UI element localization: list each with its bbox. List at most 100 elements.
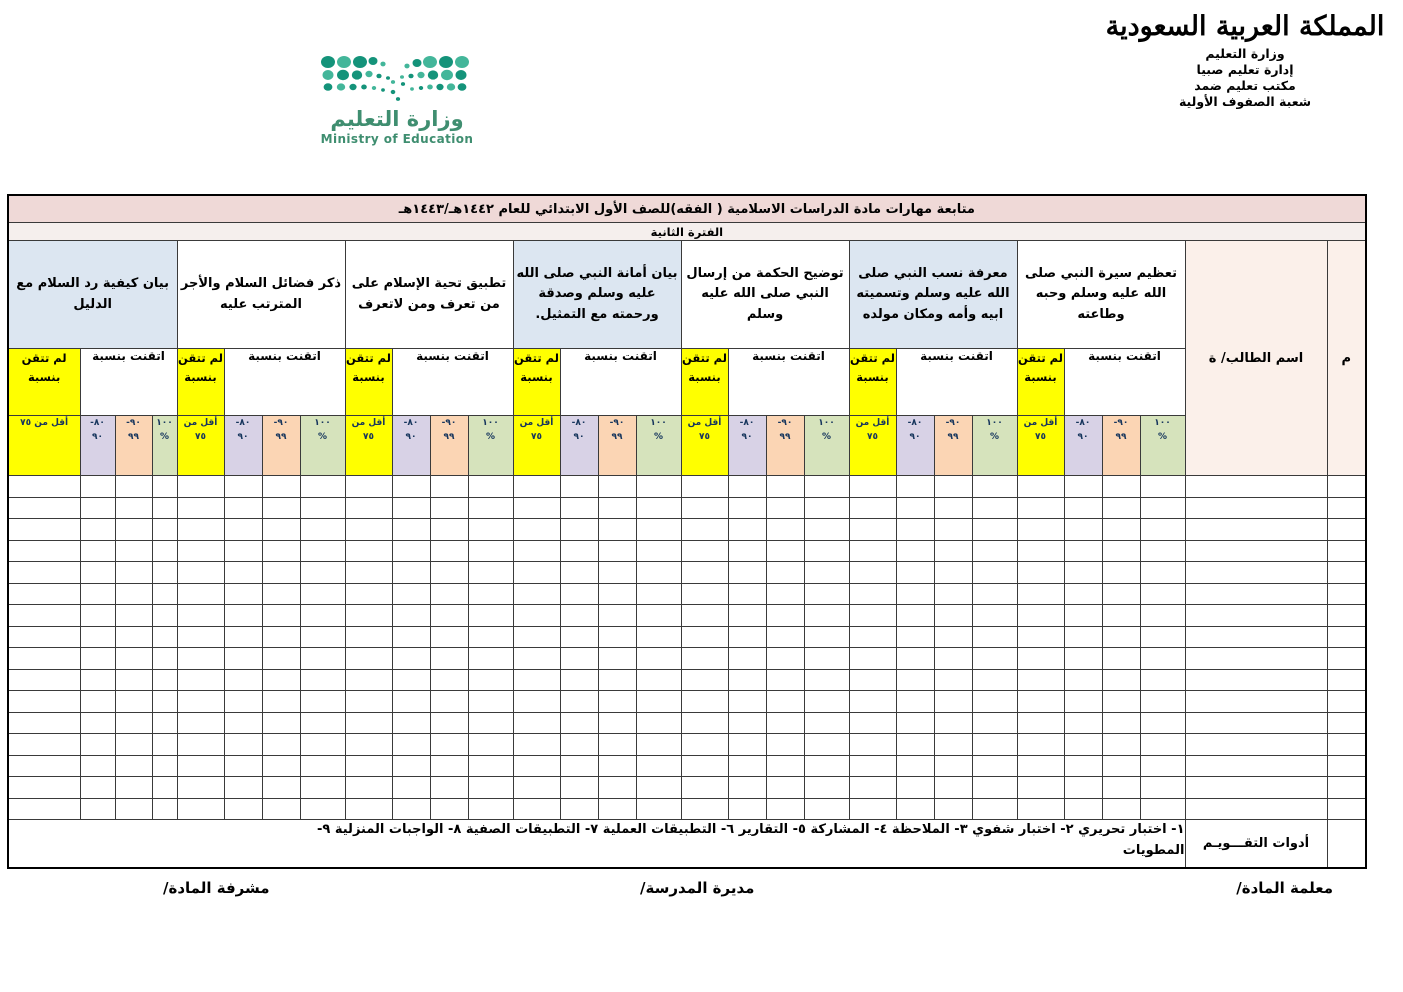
grid-cell[interactable]	[971, 647, 1018, 670]
grid-cell[interactable]	[114, 733, 153, 756]
grid-cell[interactable]	[176, 668, 225, 691]
grid-cell[interactable]	[1139, 711, 1186, 734]
grid-cell[interactable]	[391, 733, 431, 756]
grid-cell[interactable]	[971, 561, 1018, 584]
grid-cell[interactable]	[299, 733, 346, 756]
grid-cell[interactable]	[223, 496, 263, 519]
grid-cell[interactable]	[1016, 797, 1065, 820]
grid-cell[interactable]	[597, 668, 637, 691]
grid-cell[interactable]	[151, 711, 178, 734]
grid-cell[interactable]	[727, 604, 767, 627]
grid-cell[interactable]	[429, 518, 469, 541]
grid-cell[interactable]	[429, 754, 469, 777]
grid-cell[interactable]	[299, 475, 346, 498]
grid-cell[interactable]	[79, 496, 116, 519]
grid-cell[interactable]	[895, 496, 935, 519]
grid-cell[interactable]	[79, 518, 116, 541]
grid-cell[interactable]	[559, 754, 599, 777]
student-name-cell[interactable]	[1184, 711, 1328, 734]
grid-cell[interactable]	[223, 625, 263, 648]
grid-cell[interactable]	[933, 797, 973, 820]
grid-cell[interactable]	[1016, 496, 1065, 519]
grid-cell[interactable]	[765, 776, 805, 799]
grid-cell[interactable]	[1016, 539, 1065, 562]
grid-cell[interactable]	[1101, 754, 1141, 777]
grid-cell[interactable]	[299, 754, 346, 777]
grid-cell[interactable]	[114, 754, 153, 777]
grid-cell[interactable]	[848, 711, 897, 734]
grid-cell[interactable]	[261, 754, 301, 777]
grid-cell[interactable]	[803, 797, 850, 820]
grid-cell[interactable]	[114, 797, 153, 820]
serial-cell[interactable]	[1326, 518, 1367, 541]
grid-cell[interactable]	[261, 733, 301, 756]
grid-cell[interactable]	[299, 582, 346, 605]
grid-cell[interactable]	[467, 754, 514, 777]
grid-cell[interactable]	[114, 711, 153, 734]
grid-cell[interactable]	[114, 561, 153, 584]
grid-cell[interactable]	[680, 690, 729, 713]
grid-cell[interactable]	[1016, 625, 1065, 648]
student-name-cell[interactable]	[1184, 647, 1328, 670]
grid-cell[interactable]	[223, 754, 263, 777]
grid-cell[interactable]	[680, 539, 729, 562]
grid-cell[interactable]	[933, 561, 973, 584]
grid-cell[interactable]	[261, 561, 301, 584]
grid-cell[interactable]	[895, 647, 935, 670]
grid-cell[interactable]	[635, 797, 682, 820]
grid-cell[interactable]	[895, 711, 935, 734]
student-name-cell[interactable]	[1184, 625, 1328, 648]
grid-cell[interactable]	[1101, 582, 1141, 605]
grid-cell[interactable]	[803, 711, 850, 734]
grid-cell[interactable]	[727, 625, 767, 648]
grid-cell[interactable]	[1139, 582, 1186, 605]
grid-cell[interactable]	[765, 690, 805, 713]
grid-cell[interactable]	[971, 625, 1018, 648]
grid-cell[interactable]	[151, 733, 178, 756]
grid-cell[interactable]	[933, 647, 973, 670]
grid-cell[interactable]	[299, 625, 346, 648]
grid-cell[interactable]	[971, 582, 1018, 605]
grid-cell[interactable]	[79, 582, 116, 605]
grid-cell[interactable]	[680, 754, 729, 777]
grid-cell[interactable]	[597, 518, 637, 541]
grid-cell[interactable]	[467, 733, 514, 756]
grid-cell[interactable]	[803, 647, 850, 670]
grid-cell[interactable]	[680, 776, 729, 799]
grid-cell[interactable]	[1063, 797, 1103, 820]
grid-cell[interactable]	[1101, 475, 1141, 498]
grid-cell[interactable]	[1139, 604, 1186, 627]
student-name-cell[interactable]	[1184, 776, 1328, 799]
grid-cell[interactable]	[971, 733, 1018, 756]
grid-cell[interactable]	[512, 582, 561, 605]
grid-cell[interactable]	[79, 711, 116, 734]
grid-cell[interactable]	[79, 604, 116, 627]
grid-cell[interactable]	[114, 690, 153, 713]
grid-cell[interactable]	[895, 604, 935, 627]
grid-cell[interactable]	[1101, 539, 1141, 562]
grid-cell[interactable]	[635, 518, 682, 541]
grid-cell[interactable]	[1016, 690, 1065, 713]
student-name-cell[interactable]	[1184, 604, 1328, 627]
grid-cell[interactable]	[467, 797, 514, 820]
grid-cell[interactable]	[1016, 776, 1065, 799]
grid-cell[interactable]	[559, 647, 599, 670]
grid-cell[interactable]	[7, 518, 81, 541]
grid-cell[interactable]	[1139, 733, 1186, 756]
grid-cell[interactable]	[261, 475, 301, 498]
grid-cell[interactable]	[176, 690, 225, 713]
grid-cell[interactable]	[1063, 776, 1103, 799]
grid-cell[interactable]	[1101, 518, 1141, 541]
grid-cell[interactable]	[176, 604, 225, 627]
grid-cell[interactable]	[933, 668, 973, 691]
grid-cell[interactable]	[803, 754, 850, 777]
grid-cell[interactable]	[559, 518, 599, 541]
grid-cell[interactable]	[391, 539, 431, 562]
grid-cell[interactable]	[114, 539, 153, 562]
grid-cell[interactable]	[391, 776, 431, 799]
grid-cell[interactable]	[467, 561, 514, 584]
grid-cell[interactable]	[635, 496, 682, 519]
grid-cell[interactable]	[299, 668, 346, 691]
grid-cell[interactable]	[467, 625, 514, 648]
student-name-cell[interactable]	[1184, 561, 1328, 584]
